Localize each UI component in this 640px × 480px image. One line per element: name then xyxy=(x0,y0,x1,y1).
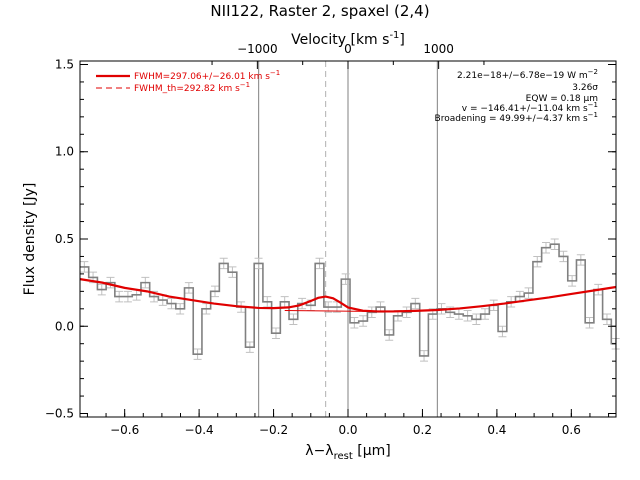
annotations: 2.21e−18+/−6.78e−19 W m−2 3.26σ EQW = 0.… xyxy=(435,68,599,124)
continuum-line xyxy=(284,310,367,312)
y-tick-label: 0.5 xyxy=(55,232,74,246)
annotation-broadening: Broadening = 49.99+/−4.37 km s−1 xyxy=(435,111,598,124)
x-tick-label: 0.2 xyxy=(413,423,432,437)
x-tick-label: −0.4 xyxy=(185,423,214,437)
svg-text:λ−λrest [μm]: λ−λrest [μm] xyxy=(305,443,390,462)
plot-area: −0.6 −0.4 −0.2 0.0 0.2 0.4 0.6 −0.5 0.0 0.5 1.0 1.5… xyxy=(45,42,620,437)
y-tick-label: 0.0 xyxy=(55,319,74,333)
y-tick-label: −0.5 xyxy=(45,407,74,421)
spectrum-step-series xyxy=(80,243,616,357)
y-axis-label: Flux density [Jy] xyxy=(22,183,38,296)
x-tick-label: 0.4 xyxy=(487,423,506,437)
x-tick-label: −0.2 xyxy=(259,423,288,437)
x-axis-label: λ−λrest [μm] xyxy=(305,443,390,462)
x-tick-label: 0.6 xyxy=(562,423,581,437)
x-tick-label: −0.6 xyxy=(110,423,139,437)
annotation-eqw: EQW = 0.18 μm xyxy=(526,94,598,104)
y-tick-label: 1.0 xyxy=(55,145,74,159)
top-axis-label: Velocity [km s-1] xyxy=(291,30,405,48)
svg-text:Velocity [km s-1]: Velocity [km s-1] xyxy=(291,30,405,48)
legend-entry-fwhm-th: FWHM_th=292.82 km s−1 xyxy=(134,81,250,94)
chart-title: NII122, Raster 2, spaxel (2,4) xyxy=(210,2,429,20)
annotation-flux: 2.21e−18+/−6.78e−19 W m−2 xyxy=(457,68,598,81)
annotation-sigma: 3.26σ xyxy=(572,83,598,93)
y-tick-label: 1.5 xyxy=(55,57,74,71)
top-tick-label: −1000 xyxy=(237,42,278,56)
top-tick-label: 1000 xyxy=(423,42,454,56)
top-tick-label: 0 xyxy=(344,42,352,56)
legend-entry-fwhm: FWHM=297.06+/−26.01 km s−1 xyxy=(134,69,280,82)
annotation-velocity: v = −146.41+/−11.04 km s−1 xyxy=(462,101,598,114)
gaussian-fit-series xyxy=(79,278,617,313)
x-tick-label: 0.0 xyxy=(338,423,357,437)
legend: FWHM=297.06+/−26.01 km s−1 FWHM_th=292.8… xyxy=(96,69,280,94)
